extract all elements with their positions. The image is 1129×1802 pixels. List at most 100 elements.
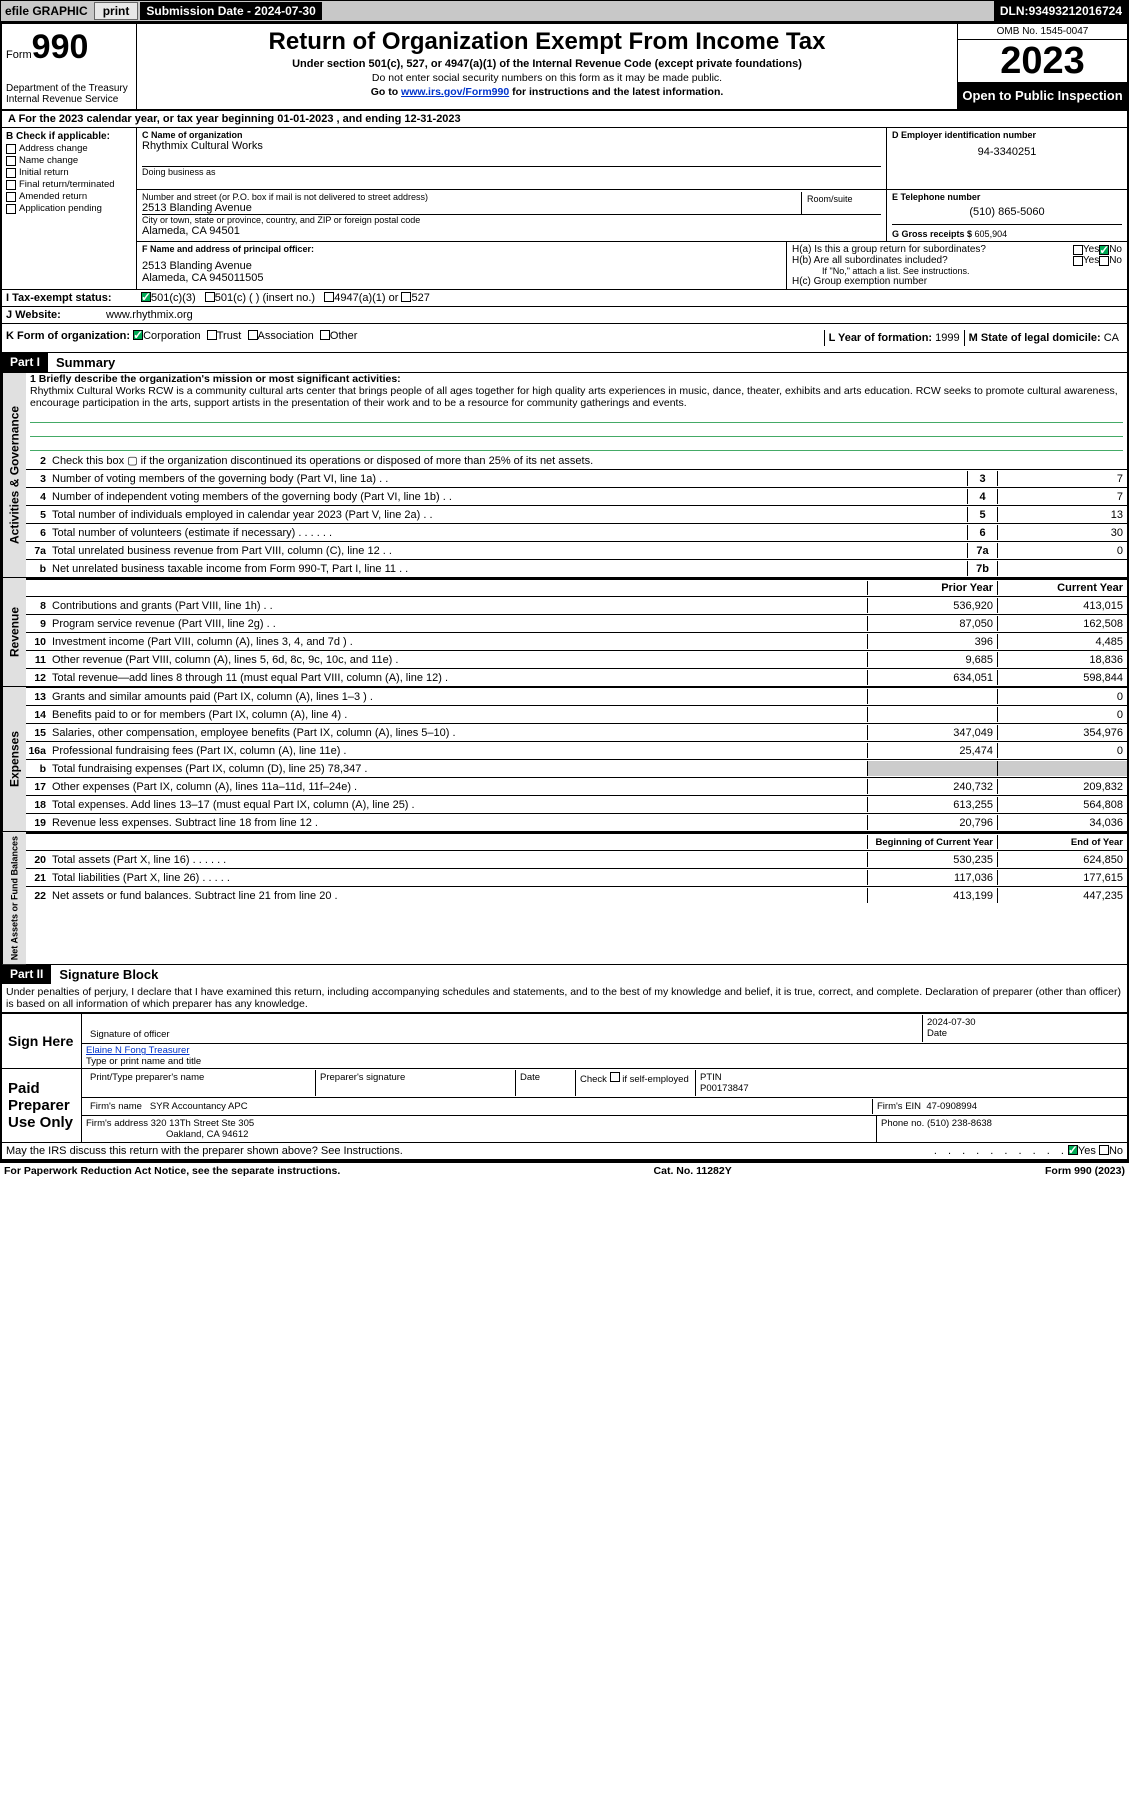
j-label: J Website: [6,309,106,321]
city: Alameda, CA 94501 [142,225,881,237]
form-number: Form990 [6,28,132,67]
ck-name[interactable] [6,156,16,166]
ck-discuss-no[interactable] [1099,1145,1109,1155]
public-inspection: Open to Public Inspection [958,82,1127,109]
row-bcdefgh: B Check if applicable: Address change Na… [2,128,1127,290]
ck-assoc[interactable] [248,330,258,340]
ck-hb-no[interactable] [1099,256,1109,266]
col-eoy: End of Year [997,835,1127,849]
declaration: Under penalties of perjury, I declare th… [2,984,1127,1013]
subtitle-2: Do not enter social security numbers on … [145,72,949,84]
gov-section: Activities & Governance 1 Briefly descri… [2,372,1127,577]
sec-a-pre: A For the 2023 calendar year, or tax yea… [8,113,277,125]
ck-pending[interactable] [6,204,16,214]
ck-self-emp[interactable] [610,1072,620,1082]
sig-date: 2024-07-30 [927,1017,976,1028]
ck-trust[interactable] [207,330,217,340]
line-10: 10 Investment income (Part VIII, column … [26,632,1127,650]
vtab-expenses: Expenses [2,687,26,831]
paid-preparer-label: Paid Preparer Use Only [2,1069,82,1142]
city-label: City or town, state or province, country… [142,215,881,225]
line-5: 5 Total number of individuals employed i… [26,505,1127,523]
subtitle-1: Under section 501(c), 527, or 4947(a)(1)… [145,58,949,70]
sig-date-label: Date [927,1028,947,1039]
part1-title: Summary [48,353,123,372]
d-label: D Employer identification number [892,130,1122,140]
part2-badge: Part II [2,965,51,984]
ck-final[interactable] [6,180,16,190]
firm-addr-label: Firm's address [86,1118,148,1129]
hb-no: No [1109,255,1122,266]
officer-name-label: Type or print name and title [86,1056,201,1067]
dln-value: 93493212016724 [1029,4,1122,18]
rev-section: Revenue Prior Year Current Year 8 Contri… [2,577,1127,686]
ck-amended[interactable] [6,192,16,202]
ck-address[interactable] [6,144,16,154]
col-boy: Beginning of Current Year [867,835,997,849]
gross-receipts: 605,904 [975,229,1008,239]
k-other: Other [330,330,358,346]
pra-notice: For Paperwork Reduction Act Notice, see … [4,1165,340,1177]
dln: DLN: 93493212016724 [994,1,1128,21]
line-16a: 16a Professional fundraising fees (Part … [26,741,1127,759]
discuss-no: No [1109,1145,1123,1157]
hb-note: If "No," attach a list. See instructions… [792,266,1122,276]
k-label: K Form of organization: [6,330,130,346]
part2-header: Part II Signature Block [2,964,1127,984]
line-7b: b Net unrelated business taxable income … [26,559,1127,577]
i-527: 527 [411,292,429,304]
ptin-label: PTIN [700,1072,722,1083]
website: www.rhythmix.org [106,309,193,321]
ck-4947[interactable] [324,292,334,302]
ck-ha-no[interactable] [1099,245,1109,255]
form990-link[interactable]: www.irs.gov/Form990 [401,86,509,98]
part1-badge: Part I [2,353,48,372]
ck-hb-yes[interactable] [1073,256,1083,266]
col-b: B Check if applicable: Address change Na… [2,128,137,289]
top-toolbar: efile GRAPHIC print Submission Date - 20… [0,0,1129,22]
i-501c: 501(c) ( ) (insert no.) [215,292,315,304]
row-j: J Website: www.rhythmix.org [2,307,1127,324]
ein: 94-3340251 [892,146,1122,158]
line-20: 20 Total assets (Part X, line 16) . . . … [26,850,1127,868]
ck-discuss-yes[interactable] [1068,1145,1078,1155]
l-box: L Year of formation: 1999 [824,330,964,346]
vtab-net: Net Assets or Fund Balances [2,832,26,964]
ck-initial[interactable] [6,168,16,178]
form-ref: Form 990 (2023) [1045,1165,1125,1177]
ck-ha-yes[interactable] [1073,245,1083,255]
i-4947: 4947(a)(1) or [334,292,398,304]
line-6: 6 Total number of volunteers (estimate i… [26,523,1127,541]
officer-name[interactable]: Elaine N Fong Treasurer [86,1045,190,1056]
prep-name-label: Print/Type preparer's name [86,1070,316,1096]
lbl-initial: Initial return [19,167,69,178]
line-19: 19 Revenue less expenses. Subtract line … [26,813,1127,831]
ck-501c[interactable] [205,292,215,302]
line-14: 14 Benefits paid to or for members (Part… [26,705,1127,723]
ck-527[interactable] [401,292,411,302]
print-button[interactable]: print [94,2,139,20]
col-current-year: Current Year [997,581,1127,595]
col-b-header: B Check if applicable: [6,131,132,142]
submission-label: Submission Date - 2024-07-30 [140,2,321,20]
hb-label: H(b) Are all subordinates included? [792,255,1073,266]
part1-header: Part I Summary [2,353,1127,372]
firm-addr2: Oakland, CA 94612 [166,1129,248,1140]
ptin: P00173847 [700,1083,749,1094]
section-a: A For the 2023 calendar year, or tax yea… [2,111,1127,128]
dept-treasury: Department of the Treasury [6,83,128,94]
ck-other[interactable] [320,330,330,340]
ck-501c3[interactable] [141,292,151,302]
firm-ein-label: Firm's EIN [877,1101,921,1112]
sub-label: Submission Date - [146,4,254,18]
line-18: 18 Total expenses. Add lines 13–17 (must… [26,795,1127,813]
col-prior-year: Prior Year [867,581,997,595]
room-label: Room/suite [807,194,876,204]
g-label: G Gross receipts $ [892,229,975,239]
firm-ein: 47-0908994 [926,1101,977,1112]
ha-no: No [1109,244,1122,255]
line-b: b Total fundraising expenses (Part IX, c… [26,759,1127,777]
ha-yes: Yes [1083,244,1099,255]
ck-corp[interactable] [133,330,143,340]
lbl-name: Name change [19,155,78,166]
